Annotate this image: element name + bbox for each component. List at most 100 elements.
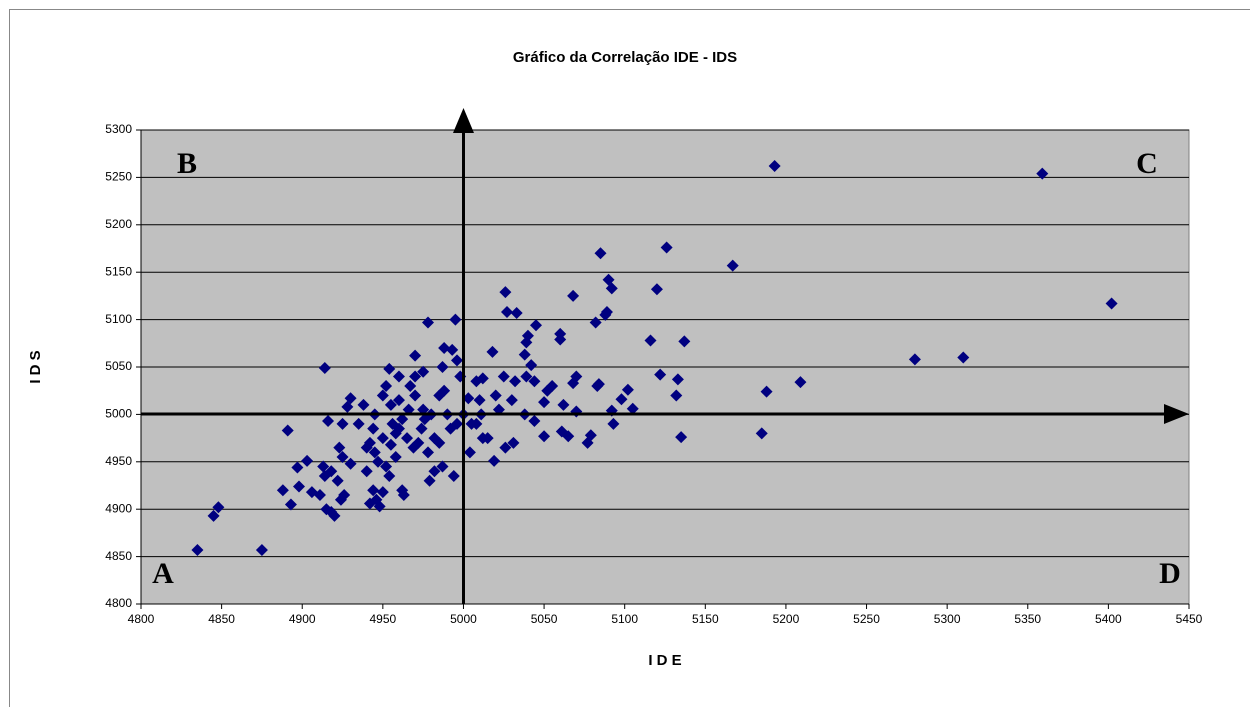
point	[389, 427, 402, 440]
point	[451, 417, 464, 430]
point	[486, 345, 499, 358]
point	[334, 493, 347, 506]
point	[473, 394, 486, 407]
x-tick-label: 5000	[450, 612, 477, 626]
point	[333, 441, 346, 454]
point	[417, 365, 430, 378]
point	[281, 424, 294, 437]
point	[510, 306, 523, 319]
point	[383, 362, 396, 375]
point	[191, 543, 204, 556]
point	[384, 438, 397, 451]
point	[336, 451, 349, 464]
y-tick-label: 5200	[105, 217, 132, 231]
y-tick-label: 5300	[105, 122, 132, 136]
point	[313, 488, 326, 501]
point	[376, 389, 389, 402]
point	[412, 436, 425, 449]
point	[554, 333, 567, 346]
point	[760, 385, 773, 398]
point	[451, 354, 464, 367]
point	[520, 336, 533, 349]
point	[726, 259, 739, 272]
point	[489, 389, 502, 402]
point	[352, 417, 365, 430]
point	[607, 417, 620, 430]
point	[433, 436, 446, 449]
point	[660, 241, 673, 254]
point	[397, 488, 410, 501]
point	[525, 359, 538, 372]
point	[591, 379, 604, 392]
point	[368, 446, 381, 459]
point	[476, 432, 489, 445]
point	[293, 480, 306, 493]
y-tick-label: 5050	[105, 359, 132, 373]
point	[409, 370, 422, 383]
point	[423, 474, 436, 487]
point	[409, 389, 422, 402]
point	[621, 383, 634, 396]
point	[581, 436, 594, 449]
y-tick-label: 4950	[105, 454, 132, 468]
point	[562, 430, 575, 443]
point	[908, 353, 921, 366]
x-tick-label: 5250	[853, 612, 880, 626]
point	[462, 392, 475, 405]
point	[376, 486, 389, 499]
point	[447, 470, 460, 483]
point	[392, 394, 405, 407]
x-tick-label: 4800	[128, 612, 155, 626]
point	[207, 509, 220, 522]
point	[367, 484, 380, 497]
point	[518, 348, 531, 361]
point	[794, 376, 807, 389]
point	[325, 506, 338, 519]
h-arrow-head	[1164, 404, 1189, 424]
point	[317, 460, 330, 473]
point	[567, 289, 580, 302]
point	[644, 334, 657, 347]
point	[557, 398, 570, 411]
point	[599, 308, 612, 321]
point	[446, 343, 459, 356]
y-tick-label: 5150	[105, 264, 132, 278]
x-tick-label: 5100	[611, 612, 638, 626]
point	[678, 335, 691, 348]
point	[301, 454, 314, 467]
point	[538, 396, 551, 409]
point	[957, 351, 970, 364]
point	[325, 465, 338, 478]
point	[372, 455, 385, 468]
point	[671, 373, 684, 386]
point	[470, 375, 483, 388]
point	[488, 454, 501, 467]
point	[255, 543, 268, 556]
point	[507, 436, 520, 449]
point	[380, 379, 393, 392]
point	[589, 316, 602, 329]
point	[463, 446, 476, 459]
point	[500, 306, 513, 319]
point	[530, 319, 543, 332]
x-tick-label: 4850	[208, 612, 235, 626]
x-tick-label: 5150	[692, 612, 719, 626]
point	[497, 370, 510, 383]
point	[404, 379, 417, 392]
point	[360, 465, 373, 478]
point	[212, 501, 225, 514]
point	[318, 361, 331, 374]
point	[654, 368, 667, 381]
point	[1036, 167, 1049, 180]
point	[768, 160, 781, 173]
point	[276, 484, 289, 497]
y-tick-label: 5250	[105, 170, 132, 184]
point	[594, 247, 607, 260]
point	[675, 431, 688, 444]
point	[357, 398, 370, 411]
y-tick-label: 4900	[105, 501, 132, 515]
point	[505, 394, 518, 407]
point	[336, 417, 349, 430]
point	[373, 500, 386, 513]
point	[291, 461, 304, 474]
